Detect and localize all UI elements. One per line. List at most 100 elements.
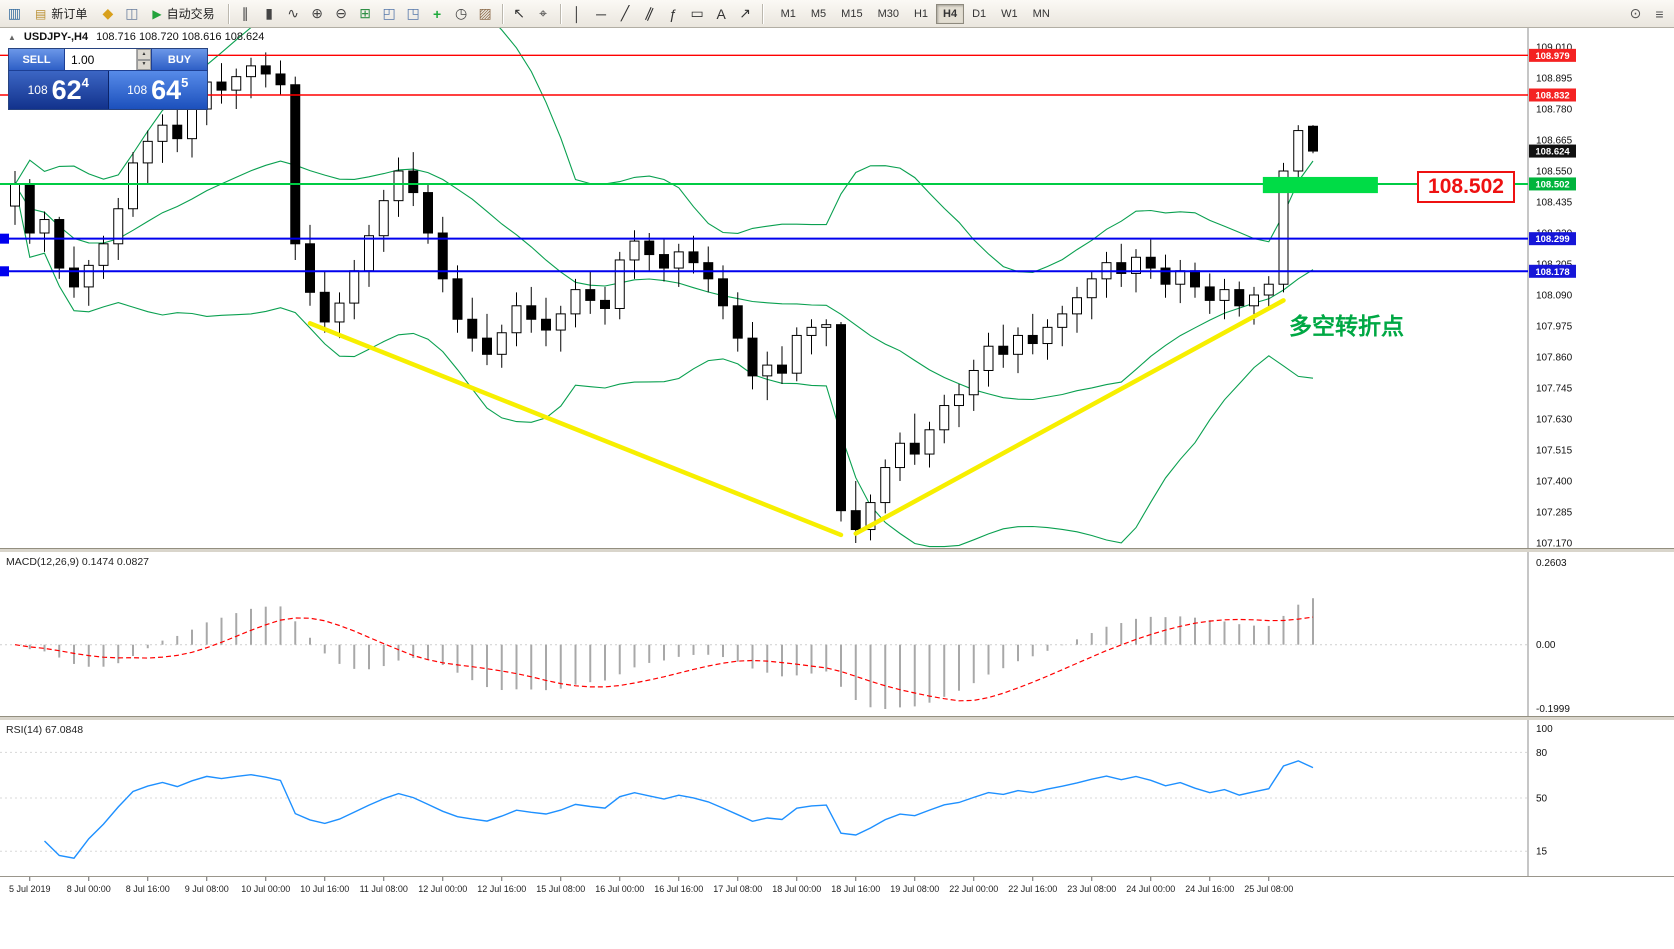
price-chart[interactable]: 109.010 108.895 108.780 108.665 108.550 108.4… [0,28,1674,548]
timeframe-h4[interactable]: H4 [936,3,965,24]
candle [1234,289,1245,307]
vertical-line-icon[interactable]: │ [566,3,589,25]
macd-indicator-label: MACD(12,26,9) 0.1474 0.0827 [6,556,150,568]
bollinger-upper-band [14,28,1314,273]
toolbar-separator [227,3,229,24]
templates-icon[interactable]: ▨ [474,3,497,25]
periods-clock-icon: ◷ [455,5,468,21]
zoom-out-icon[interactable]: ⊖ [330,3,353,25]
candle [1131,256,1141,274]
channel-icon[interactable]: ∥ [638,3,661,25]
time-label: 10 Jul 16:00 [300,884,349,894]
macd-scale-label: 0.2603 [1536,558,1567,569]
line-chart-icon: ∿ [287,5,299,21]
candle [319,291,330,323]
volume-input[interactable] [65,49,136,70]
new-order-button[interactable]: ▤ 新订单 [27,3,95,25]
sell-button[interactable]: SELL [9,49,65,70]
timeframe-h1[interactable]: H1 [907,4,935,24]
candle [865,502,876,531]
templates-icon: ▨ [478,5,492,21]
price-callout-box[interactable]: 108.502 [1417,171,1515,203]
candlestick-chart-icon[interactable]: ▮ [258,3,281,25]
cursor-icon: ↖ [513,5,525,21]
candle [157,124,168,142]
trendline-1[interactable] [307,321,844,538]
navigator-icon[interactable]: ◫ [120,3,143,25]
crosshair-icon[interactable]: ⌖ [532,3,555,25]
line-anchor[interactable] [0,233,9,244]
candle [482,337,492,355]
price-tick-label: 108.090 [1536,291,1573,302]
trendline-icon[interactable]: ╱ [614,3,637,25]
fibonacci-icon[interactable]: ƒ [662,3,685,25]
autotrade-button[interactable]: ▶ 自动交易 [144,3,222,25]
text-tool-icon[interactable]: A [710,3,733,25]
window-cascade-icon[interactable]: ◳ [402,3,425,25]
candle [172,124,183,140]
rsi-panel[interactable]: 100 80 50 15 [0,720,1674,876]
sell-price-button[interactable]: 108 62 4 [9,71,109,109]
candle [1160,267,1171,285]
price-tag-label: 108.624 [1535,147,1570,158]
trendline-icon: ╱ [620,5,630,21]
horizontal-line-icon: ─ [596,5,607,22]
candle [570,289,581,315]
candle [305,243,315,293]
candle [1057,313,1068,328]
periods-clock-icon[interactable]: ◷ [450,3,473,25]
candle [69,267,79,288]
panel-splitter[interactable] [0,548,1674,552]
channel-icon: ∥ [642,4,656,22]
buy-price-button[interactable]: 108 64 5 [108,71,207,109]
timeframe-m1[interactable]: M1 [774,4,803,24]
cursor-icon[interactable]: ↖ [508,3,531,25]
time-label: 16 Jul 00:00 [595,884,644,894]
volume-decrease-button[interactable]: ▼ [137,59,151,70]
time-label: 11 Jul 08:00 [360,884,408,894]
time-label: 23 Jul 08:00 [1067,884,1116,894]
candle [836,324,846,512]
line-anchor[interactable] [0,266,9,277]
volume-increase-button[interactable]: ▲ [137,49,151,60]
timeframe-m5[interactable]: M5 [804,4,833,24]
collapse-trade-panel-icon[interactable]: ▲ [8,32,16,42]
menu-icon[interactable]: ≡ [1648,3,1671,25]
search-icon[interactable]: ⊙ [1624,3,1647,25]
time-axis[interactable]: 5 Jul 2019 8 Jul 00:00 8 Jul 16:00 9 Jul 08… [0,876,1674,949]
add-indicator-icon[interactable]: + [426,3,449,25]
window-layout-icon: ◰ [382,5,396,21]
rsi-scale-label: 15 [1536,847,1548,858]
timeframe-w1[interactable]: W1 [994,4,1025,24]
trendline-2[interactable] [853,298,1286,536]
panel-splitter[interactable] [0,716,1674,720]
ask-prefix: 108 [127,83,148,97]
price-tick-label: 107.975 [1536,322,1573,333]
turning-point-annotation[interactable]: 多空转折点 [1289,313,1404,339]
bid-pip-digit: 4 [81,75,89,90]
timeframe-d1[interactable]: D1 [965,4,993,24]
candle [762,364,773,377]
shapes-icon[interactable]: ▭ [686,3,709,25]
rsi-scale-label: 50 [1536,794,1548,805]
timeframe-m30[interactable]: M30 [871,4,906,24]
buy-button[interactable]: BUY [151,49,207,70]
candle [998,345,1009,355]
zoom-in-icon[interactable]: ⊕ [306,3,329,25]
window-layout-icon[interactable]: ◰ [378,3,401,25]
market-watch-icon[interactable]: ◆ [96,3,119,25]
arrows-tool-icon[interactable]: ↗ [734,3,757,25]
timeframe-mn[interactable]: MN [1026,4,1057,24]
bar-chart-icon[interactable]: ∥ [234,3,257,25]
chart-window-icon[interactable]: ▥ [3,3,26,25]
line-chart-icon[interactable]: ∿ [282,3,305,25]
candle [10,183,20,207]
tile-windows-icon[interactable]: ⊞ [354,3,377,25]
horizontal-line-icon[interactable]: ─ [590,3,613,25]
highlight-zone[interactable] [1262,176,1378,194]
price-tick-label: 107.400 [1536,477,1573,488]
time-label: 24 Jul 16:00 [1185,884,1234,894]
macd-panel[interactable]: 0.2603 0.00 -0.1999 [0,552,1674,716]
timeframe-m15[interactable]: M15 [834,4,869,24]
